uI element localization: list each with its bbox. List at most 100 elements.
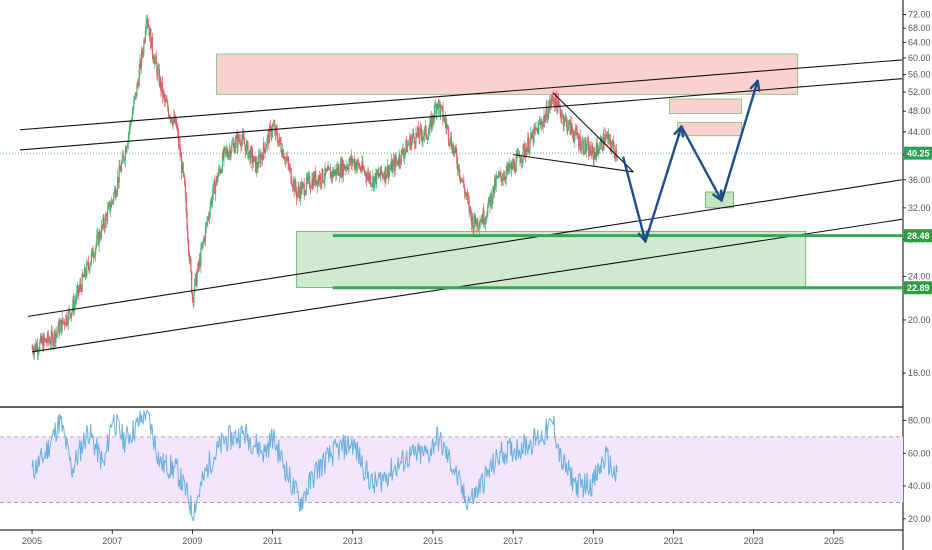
candle <box>181 152 183 180</box>
candle <box>548 100 550 120</box>
candle <box>422 136 424 147</box>
candle <box>359 162 361 169</box>
candle <box>124 144 126 168</box>
zone-box-2[interactable] <box>677 121 743 137</box>
candle <box>305 172 308 195</box>
candle <box>564 115 566 127</box>
candle <box>116 187 118 198</box>
candle <box>468 195 470 218</box>
candle <box>34 343 36 352</box>
trendline-5[interactable] <box>513 154 634 173</box>
candle <box>513 156 515 171</box>
candle <box>194 273 197 286</box>
candle <box>265 144 268 149</box>
candle <box>567 125 569 135</box>
candle <box>582 137 584 157</box>
candle <box>472 212 474 234</box>
candle <box>399 153 401 169</box>
candle <box>522 142 524 166</box>
candle <box>470 205 472 221</box>
candle <box>268 123 271 144</box>
candle <box>65 314 67 328</box>
candle <box>232 137 234 148</box>
candle <box>331 171 333 185</box>
candle <box>163 87 165 102</box>
candle <box>429 116 431 137</box>
candle <box>603 127 605 151</box>
price-tick-label: 48.00 <box>908 106 931 116</box>
candle <box>402 143 404 156</box>
candle <box>359 165 362 173</box>
candle <box>228 151 230 161</box>
zone-box-1[interactable] <box>669 98 743 115</box>
candle <box>193 289 195 307</box>
candle <box>580 142 582 154</box>
candle <box>365 170 367 184</box>
candle <box>195 271 197 287</box>
trendline-4[interactable] <box>552 92 634 173</box>
price-tick-label: 52.00 <box>908 87 931 97</box>
candle <box>86 260 89 266</box>
candle <box>568 119 570 131</box>
candle <box>399 159 402 170</box>
candle <box>507 161 510 176</box>
candle <box>137 79 139 89</box>
candle <box>425 125 427 140</box>
candle <box>157 64 159 82</box>
candle <box>245 139 247 156</box>
candle <box>290 167 292 184</box>
projection-arrows[interactable] <box>622 79 761 243</box>
candle <box>554 95 556 112</box>
candle <box>192 297 194 309</box>
time-tick-label: 2017 <box>503 536 523 546</box>
candle <box>233 138 235 154</box>
candle <box>501 173 503 186</box>
trendline-0[interactable] <box>31 218 903 353</box>
candle <box>476 218 478 227</box>
candle <box>384 164 386 188</box>
candle <box>301 177 303 195</box>
trendline-3[interactable] <box>20 59 903 131</box>
candle <box>146 17 148 29</box>
candle <box>337 163 339 176</box>
candle <box>84 266 86 281</box>
candle <box>85 270 87 279</box>
candle <box>219 168 221 176</box>
candle <box>258 147 260 169</box>
candle <box>304 189 306 197</box>
time-tick-label: 2021 <box>663 536 683 546</box>
candle <box>601 136 603 151</box>
candle <box>244 137 246 151</box>
candle <box>467 188 469 204</box>
candle <box>490 191 492 208</box>
candle <box>243 130 245 144</box>
candle <box>564 112 567 123</box>
candle <box>480 214 483 226</box>
candle <box>226 145 228 156</box>
candle <box>317 175 319 188</box>
candle <box>545 100 547 117</box>
candle <box>325 167 327 176</box>
candle <box>221 168 223 174</box>
zone-box-0[interactable] <box>216 53 799 95</box>
candle <box>49 335 51 345</box>
zone-box-4[interactable] <box>296 230 807 289</box>
candle <box>615 145 617 163</box>
candle <box>82 272 84 279</box>
candle <box>214 181 217 202</box>
candle <box>428 124 430 135</box>
trendline-1[interactable] <box>27 179 903 317</box>
candle <box>456 148 458 169</box>
candle <box>434 99 436 107</box>
time-tick-label: 2023 <box>744 536 764 546</box>
candle <box>373 177 375 192</box>
candle <box>160 75 162 98</box>
candle <box>497 176 499 179</box>
candle <box>245 145 247 159</box>
candle <box>298 182 300 198</box>
candle <box>500 176 503 186</box>
candle <box>494 174 496 198</box>
candle <box>118 159 120 189</box>
candle <box>327 160 329 171</box>
candle <box>539 118 541 130</box>
